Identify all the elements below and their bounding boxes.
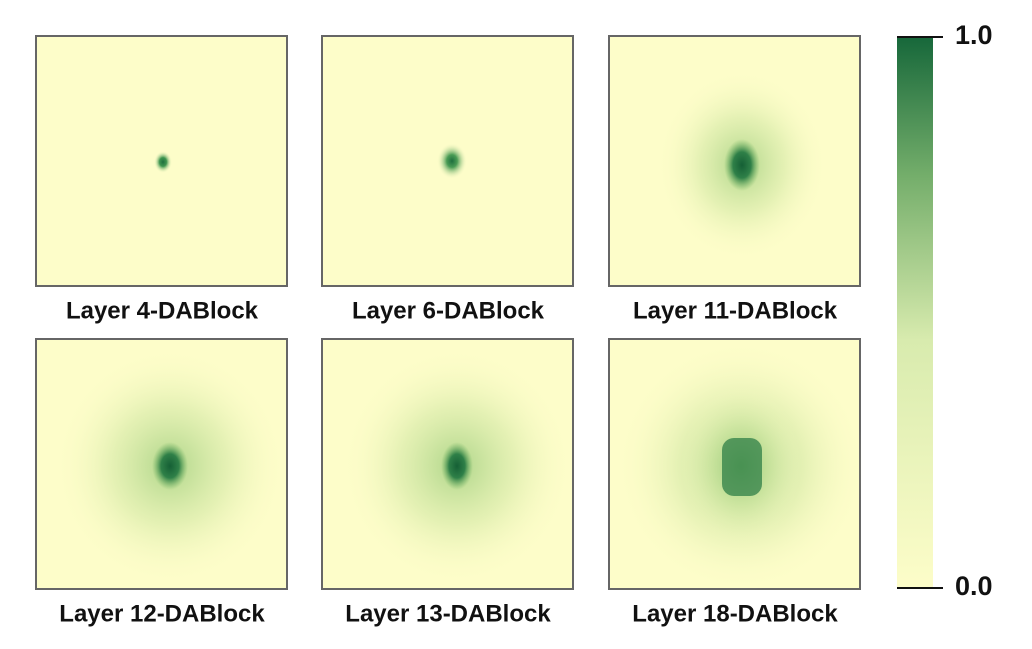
panel-label: Layer 13-DABlock: [345, 600, 551, 627]
panel-label: Layer 6-DABlock: [352, 297, 545, 324]
panel-label: Layer 12-DABlock: [59, 600, 265, 627]
colorbar: [897, 36, 933, 589]
colorbar-tick-label: 0.0: [955, 571, 993, 601]
panel-label: Layer 18-DABlock: [632, 600, 838, 627]
colorbar-tick-label: 1.0: [955, 20, 993, 50]
panel-label: Layer 11-DABlock: [633, 297, 838, 324]
panel-label: Layer 4-DABlock: [66, 297, 259, 324]
heatmap-blobs: [55, 70, 866, 591]
